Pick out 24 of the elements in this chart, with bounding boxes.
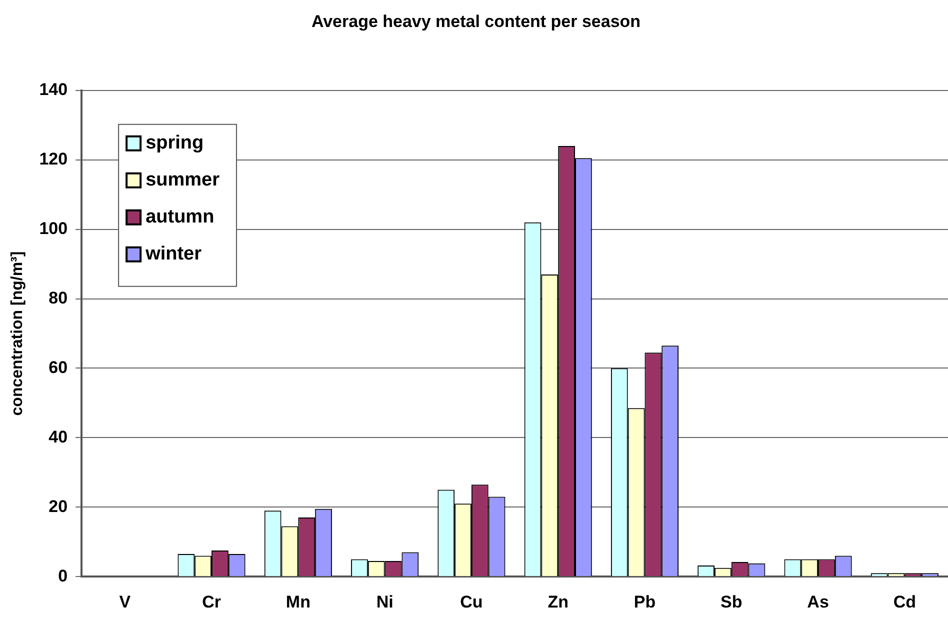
- y-tick-label: 80: [48, 288, 68, 308]
- legend-label: spring: [146, 132, 204, 154]
- x-tick-label: Cd: [893, 592, 916, 612]
- y-tick-label: 20: [48, 496, 68, 516]
- x-tick-label: Cr: [202, 592, 222, 612]
- chart-title: Average heavy metal content per season: [311, 12, 641, 31]
- legend-label: autumn: [146, 206, 214, 228]
- x-tick-label: Pb: [634, 592, 656, 612]
- y-tick-label: 0: [58, 566, 68, 586]
- x-tick-label: Mn: [286, 592, 310, 612]
- y-axis-title: concentration [ng/m³]: [9, 251, 26, 416]
- y-tick-label: 140: [39, 80, 68, 100]
- legend-label: winter: [144, 244, 202, 265]
- x-tick-label: Ni: [376, 592, 394, 612]
- y-tick-label: 40: [48, 427, 68, 446]
- x-tick-label: As: [807, 592, 829, 612]
- y-tick-label: 100: [39, 219, 68, 238]
- legend-label: summer: [146, 170, 220, 191]
- x-tick-label: Sb: [720, 592, 742, 612]
- x-tick-label: Zn: [548, 592, 568, 612]
- y-tick-label: 120: [39, 150, 68, 169]
- x-tick-label: Cu: [460, 592, 483, 612]
- y-tick-label: 60: [48, 358, 68, 377]
- x-tick-label: V: [119, 592, 132, 612]
